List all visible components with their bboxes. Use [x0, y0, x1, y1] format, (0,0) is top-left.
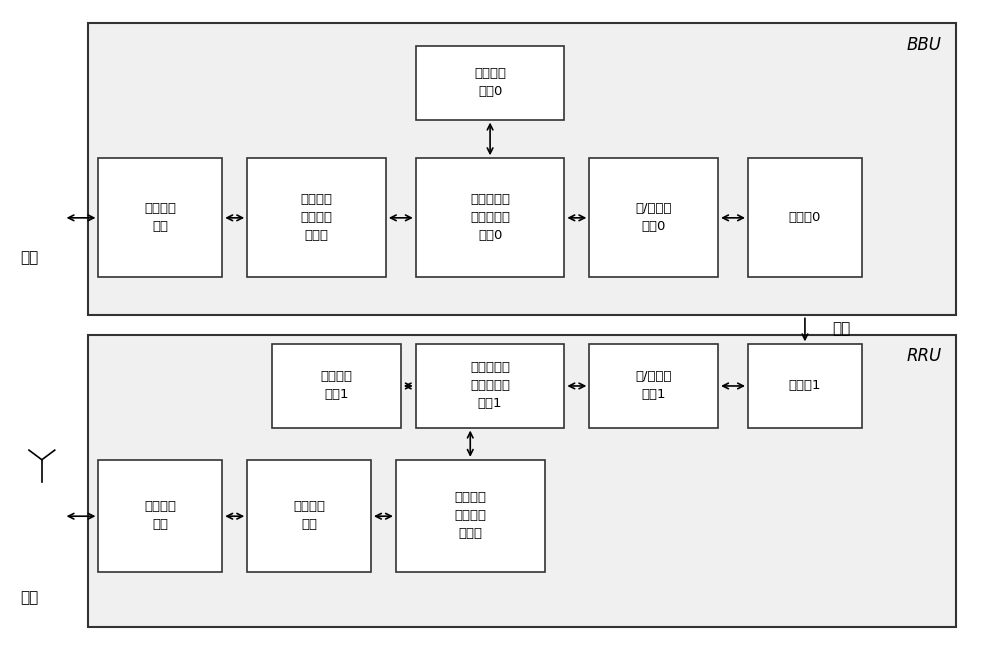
Text: 天线: 天线	[20, 590, 38, 605]
Text: 射频处理
模块: 射频处理 模块	[144, 500, 176, 532]
Text: 光纤: 光纤	[832, 320, 850, 335]
Text: 光接口协议
成帧与解帧
模块0: 光接口协议 成帧与解帧 模块0	[470, 193, 510, 242]
Bar	[98, 158, 222, 277]
Text: RRU: RRU	[906, 348, 941, 365]
Text: 基带数据
链路层处
理模块: 基带数据 链路层处 理模块	[301, 193, 333, 242]
Bar	[416, 344, 564, 428]
Bar	[98, 460, 222, 572]
Text: BBU: BBU	[906, 36, 941, 54]
Bar	[88, 23, 956, 315]
Text: 激光器0: 激光器0	[789, 211, 821, 224]
Text: 上层接口
模块: 上层接口 模块	[144, 202, 176, 233]
Text: 中频处理
模块: 中频处理 模块	[293, 500, 325, 532]
Bar	[272, 344, 401, 428]
Bar	[748, 158, 862, 277]
Text: 串/并转换
模块0: 串/并转换 模块0	[635, 202, 672, 233]
Bar	[416, 158, 564, 277]
Text: 光接口协议
成帧与解帧
模块1: 光接口协议 成帧与解帧 模块1	[470, 361, 510, 410]
Text: 激光器1: 激光器1	[789, 380, 821, 393]
Bar	[416, 46, 564, 120]
Text: 串/并转换
模块1: 串/并转换 模块1	[635, 370, 672, 402]
Text: 上层: 上层	[20, 250, 38, 265]
Bar	[748, 344, 862, 428]
Bar	[589, 344, 718, 428]
Bar	[88, 335, 956, 627]
Bar	[247, 158, 386, 277]
Bar	[396, 460, 545, 572]
Bar	[247, 460, 371, 572]
Text: 操作维护
模块1: 操作维护 模块1	[320, 370, 352, 402]
Text: 基带数据
物理层处
理模块: 基带数据 物理层处 理模块	[454, 491, 486, 540]
Bar	[589, 158, 718, 277]
Text: 操作维护
模块0: 操作维护 模块0	[474, 67, 506, 98]
